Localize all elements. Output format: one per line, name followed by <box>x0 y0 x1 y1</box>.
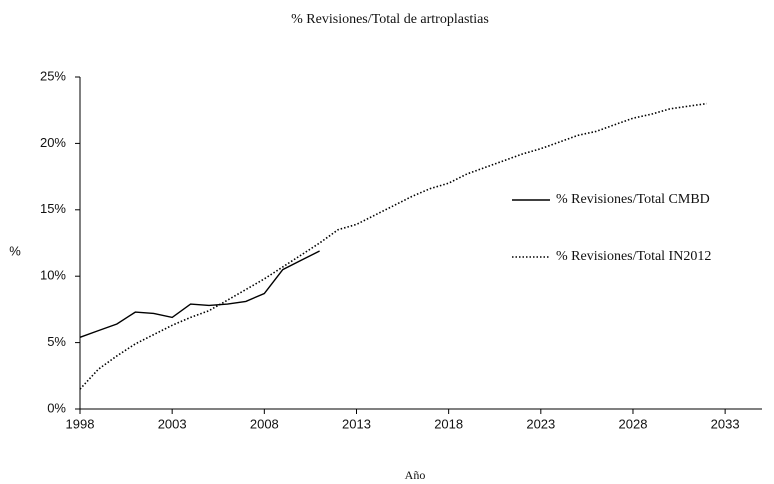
x-tick-label: 2028 <box>619 416 648 431</box>
series-line <box>79 250 320 338</box>
x-tick-label: 2023 <box>526 416 555 431</box>
chart-title: % Revisiones/Total de artroplastias <box>291 12 489 27</box>
x-tick-label: 2033 <box>711 416 740 431</box>
y-tick-label: 20% <box>40 135 66 150</box>
y-tick-label: 5% <box>47 334 66 349</box>
y-tick-label: 0% <box>47 400 66 415</box>
x-axis-label: Año <box>405 468 426 482</box>
y-tick-label: 25% <box>40 68 66 83</box>
x-tick-label: 2013 <box>342 416 371 431</box>
y-tick-label: 15% <box>40 201 66 216</box>
legend-label: % Revisiones/Total CMBD <box>556 192 710 207</box>
legend-label: % Revisiones/Total IN2012 <box>556 249 711 264</box>
x-tick-label: 2018 <box>434 416 463 431</box>
series-line <box>79 102 707 390</box>
x-tick-label: 1998 <box>66 416 95 431</box>
y-axis-label: % <box>9 243 21 258</box>
y-tick-label: 10% <box>40 268 66 283</box>
x-tick-label: 2008 <box>250 416 279 431</box>
x-tick-label: 2003 <box>158 416 187 431</box>
